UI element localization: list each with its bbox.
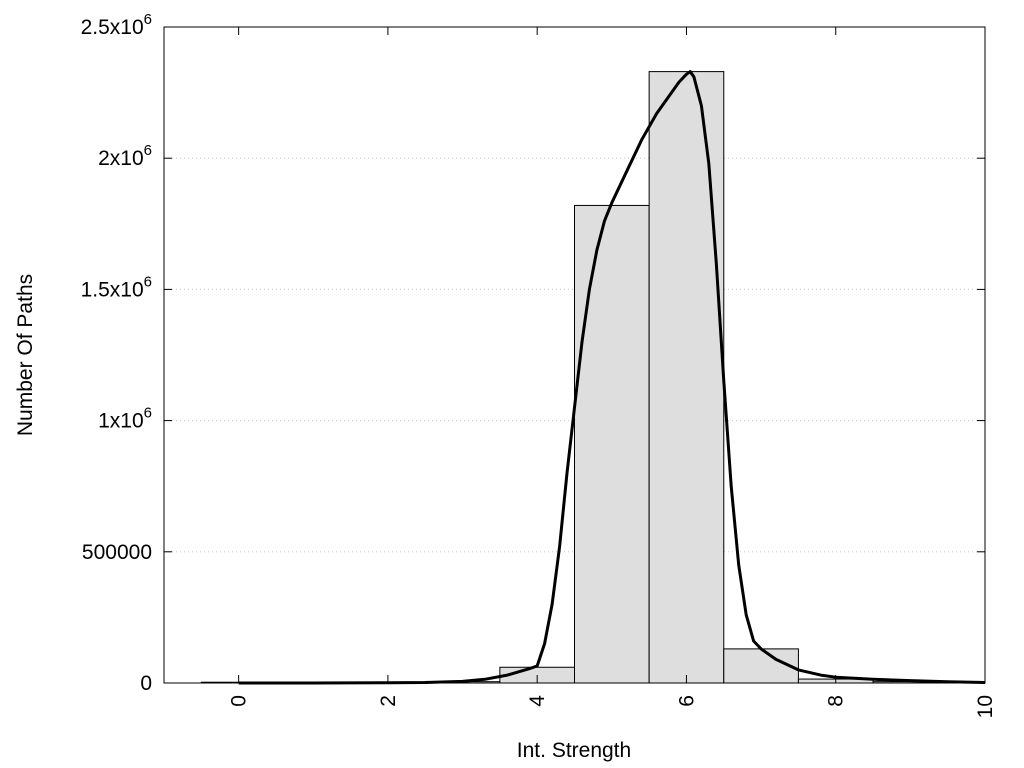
y-tick-mantissa: 2.5x10: [81, 16, 144, 39]
y-axis-label: Number Of Paths: [14, 274, 37, 436]
x-tick-label: 4: [526, 695, 549, 707]
y-tick-exponent: 6: [144, 273, 152, 290]
y-tick-exponent: 6: [144, 11, 152, 28]
y-tick-mantissa: 2x10: [98, 147, 144, 170]
x-tick-label: 8: [825, 695, 848, 707]
y-tick-exponent: 6: [144, 142, 152, 159]
x-tick-label: 2: [377, 695, 400, 707]
y-tick-label: 1.5x106: [81, 273, 152, 301]
y-tick-label: 2.5x106: [81, 11, 152, 39]
x-tick-label: 6: [675, 695, 698, 707]
histogram-bars: [200, 71, 949, 684]
y-tick-mantissa: 1.5x10: [81, 278, 144, 301]
histogram-bar: [574, 204, 650, 684]
x-axis-tick-labels: 0 2 4 6 8 10: [228, 695, 997, 719]
y-tick-exponent: 6: [144, 405, 152, 422]
x-tick-label: 10: [974, 695, 997, 718]
y-tick-mantissa: 1x10: [98, 410, 144, 433]
y-tick-label: 0: [140, 672, 152, 695]
histogram-bar: [648, 71, 725, 684]
fit-curve-layer: [238, 70, 986, 685]
fit-curve: [238, 70, 986, 685]
plot-frame: [163, 26, 986, 684]
grid-lines: [164, 157, 985, 553]
y-tick-label: 2x106: [98, 142, 152, 170]
axis-ticks: [164, 26, 986, 684]
x-tick-label: 0: [228, 695, 251, 707]
y-tick-label: 500000: [82, 541, 152, 564]
x-axis-label: Int. Strength: [517, 739, 631, 762]
y-tick-label: 1x106: [98, 405, 152, 433]
